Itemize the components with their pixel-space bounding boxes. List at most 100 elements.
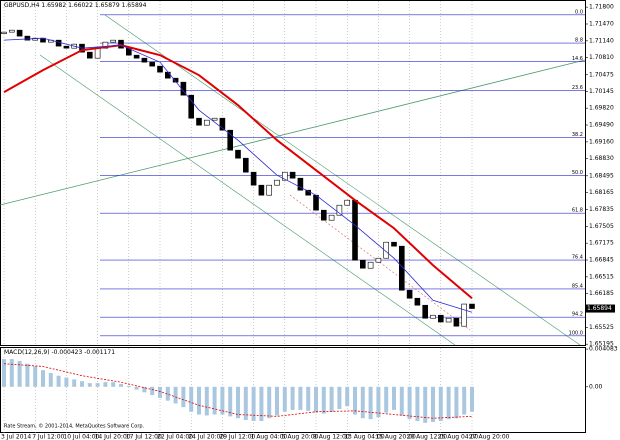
- fibo-label: 0.0: [575, 9, 583, 15]
- fibo-label: 14.6: [572, 56, 583, 62]
- candle: [250, 171, 257, 186]
- candle: [274, 179, 280, 186]
- candle: [328, 214, 335, 221]
- candle: [211, 117, 218, 121]
- candle: [375, 257, 382, 263]
- candle: [313, 194, 319, 211]
- close: 1.65894: [122, 2, 147, 9]
- candle: [149, 61, 155, 67]
- y-tick-label: 1.71800: [589, 4, 614, 11]
- y-tick-label: 1.68165: [589, 189, 614, 196]
- high: 1.66022: [68, 2, 93, 9]
- macd-bar: [321, 386, 326, 414]
- candle: [445, 317, 452, 323]
- y-tick-label: 1.70475: [589, 71, 614, 78]
- candle: [157, 65, 163, 73]
- macd-bar: [243, 386, 248, 421]
- main-frame: [0, 0, 586, 346]
- candle: [204, 119, 210, 126]
- fibo-label: 38.2: [572, 132, 583, 138]
- candle: [87, 51, 93, 59]
- candle: [94, 47, 101, 59]
- y-tick-label: 1.71140: [589, 37, 614, 44]
- candle: [227, 129, 233, 151]
- trend-line: [0, 59, 586, 206]
- macd-bar: [360, 386, 365, 419]
- macd-bar: [142, 386, 147, 393]
- macd-bar: [376, 386, 381, 418]
- macd-bar: [353, 386, 357, 415]
- candle: [133, 54, 140, 59]
- open: 1.65982: [41, 2, 66, 9]
- macd-bar: [158, 386, 162, 398]
- x-tick-label: 25 Aug 04:00: [438, 434, 479, 440]
- macd-bar: [197, 386, 201, 415]
- x-tick-label: 1 Aug 04:00: [251, 434, 288, 440]
- candle: [437, 314, 444, 323]
- low: 1.65879: [95, 2, 120, 9]
- candle: [172, 77, 179, 83]
- macd-bar: [64, 377, 69, 387]
- y-tick-label: 1.66845: [589, 257, 614, 264]
- y-tick-label: 1.69160: [589, 138, 614, 145]
- y-tick-label: 1.66515: [589, 273, 614, 280]
- fibo-label: 85.4: [572, 283, 583, 289]
- x-tick-label: 27 Aug 20:00: [469, 434, 510, 440]
- macd-bar: [220, 386, 225, 415]
- y-tick-label: 1.69490: [589, 122, 614, 129]
- macd-bar: [2, 359, 6, 387]
- y-tick-label: 1.67835: [589, 206, 614, 213]
- x-tick-label: 15 Aug 20:00: [375, 434, 416, 440]
- y-tick-label: 1.70810: [589, 54, 614, 61]
- candle: [165, 71, 171, 79]
- fibo-label: 50.0: [572, 170, 583, 176]
- y-tick-label: 1.68830: [589, 155, 614, 162]
- y-tick-label: 1.67505: [589, 223, 614, 230]
- moving-average: [3, 37, 473, 313]
- macd-bar: [181, 386, 186, 408]
- macd-bar: [384, 386, 389, 413]
- candle: [430, 314, 436, 319]
- macd-bar: [290, 386, 295, 410]
- macd-bar: [454, 386, 459, 419]
- y-tick-label: 1.66185: [589, 290, 614, 297]
- macd-bar: [431, 386, 435, 422]
- macd-bar: [48, 372, 53, 387]
- candle: [453, 317, 460, 327]
- header: GBPUSD,H4 1.65982 1.66022 1.65879 1.6589…: [4, 2, 147, 9]
- x-tick-label: 17 Jul 12:00: [126, 434, 162, 440]
- price-label: 1.65894: [587, 305, 612, 312]
- macd-bar: [306, 386, 311, 411]
- y-tick-label: 1.67175: [589, 240, 614, 247]
- x-tick-label: 22 Jul 04:00: [157, 434, 193, 440]
- macd-bar: [228, 386, 233, 417]
- fibo-label: 76.4: [572, 255, 583, 261]
- macd-bar: [407, 386, 412, 420]
- macd-bar: [470, 386, 474, 412]
- channel-line: [104, 14, 581, 346]
- candle: [281, 171, 288, 181]
- candle: [102, 41, 109, 49]
- macd-bar: [119, 384, 123, 387]
- candle: [469, 303, 475, 309]
- macd-bar: [17, 360, 22, 387]
- macd-bar: [204, 386, 209, 416]
- candle: [266, 184, 273, 196]
- candle: [383, 241, 390, 259]
- macd-bar: [314, 386, 318, 413]
- candle: [219, 117, 226, 131]
- candle: [196, 117, 202, 126]
- macd-bar: [392, 386, 396, 410]
- candle: [398, 245, 405, 291]
- macd-bar: [9, 359, 14, 387]
- macd-bar: [56, 375, 61, 387]
- candle: [24, 35, 31, 41]
- macd-bar: [267, 386, 272, 419]
- candle: [16, 29, 23, 37]
- macd-bar: [165, 386, 170, 401]
- y-tick-label: 1.69820: [589, 105, 614, 112]
- macd-bar: [95, 383, 100, 387]
- y-tick-label: 0.004083: [589, 346, 618, 353]
- fibo-label: 61.8: [572, 208, 583, 214]
